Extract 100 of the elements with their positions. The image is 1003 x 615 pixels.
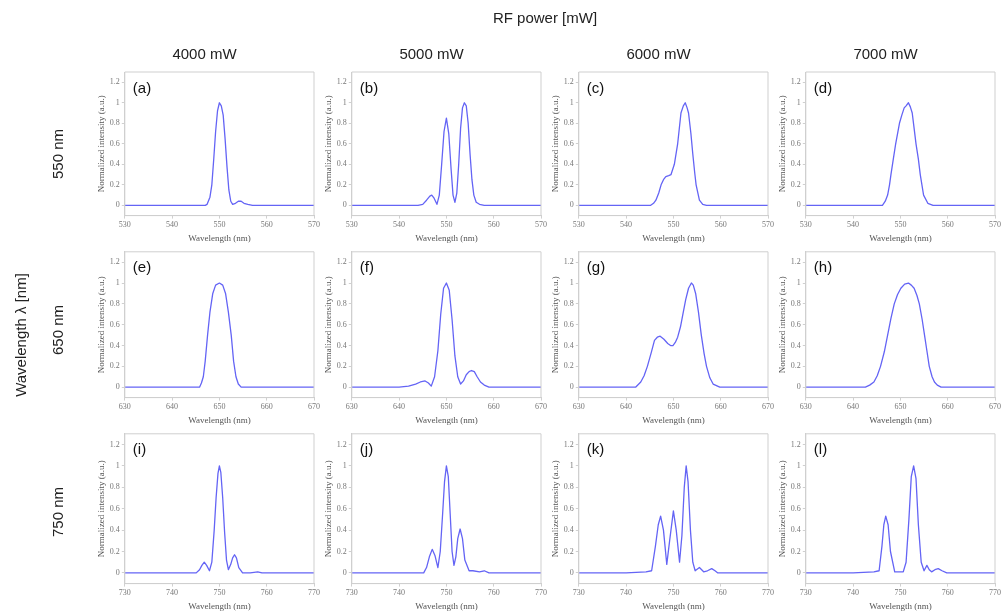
x-tick-label: 560 (714, 220, 727, 230)
annotation: (j) (359, 440, 374, 458)
y-tick-label: 0.6 (790, 138, 801, 148)
y-tick-label: 0.4 (336, 340, 347, 350)
x-tick-label: 550 (213, 220, 226, 230)
annotation: (k) (586, 440, 605, 458)
x-tick-label: 640 (847, 402, 860, 412)
text: 650 nm (48, 304, 66, 356)
y-tick-label: 0.2 (790, 179, 801, 189)
annotation: (a) (132, 78, 152, 96)
y-tick-label: 0 (796, 200, 801, 210)
x-tick-label: 570 (535, 220, 547, 230)
y-tick-label: 0.4 (336, 159, 347, 169)
y-tick-label: 0 (115, 567, 120, 577)
y-tick-label: 0.4 (563, 159, 574, 169)
x-tick-label: 740 (393, 588, 406, 598)
x-axis-title: Wavelength (nm) (188, 232, 251, 243)
y-tick-label: 0.4 (563, 525, 574, 535)
x-tick-label: 770 (535, 588, 547, 598)
y-axis-title: Normalized intensity (a.u.) (322, 95, 333, 193)
text: RF power [mW] (492, 8, 598, 26)
y-tick-label: 0.8 (563, 482, 574, 492)
x-tick-label: 670 (989, 402, 1001, 412)
x-tick-label: 660 (260, 402, 273, 412)
y-tick-label: 0.2 (563, 361, 574, 371)
x-tick-label: 540 (166, 220, 179, 230)
y-axis-title: Normalized intensity (a.u.) (95, 460, 106, 558)
y-axis-title: Normalized intensity (a.u.) (322, 276, 333, 374)
x-tick-label: 530 (345, 220, 358, 230)
y-tick-label: 0.2 (790, 361, 801, 371)
annotation: (d) (813, 78, 833, 96)
x-tick-label: 570 (989, 220, 1001, 230)
x-axis-title: Wavelength (nm) (869, 414, 932, 425)
x-tick-label: 540 (847, 220, 860, 230)
x-tick-label: 640 (166, 402, 179, 412)
x-tick-label: 530 (572, 220, 585, 230)
y-tick-label: 0.8 (336, 482, 347, 492)
y-tick-label: 0 (796, 567, 801, 577)
annotation: (i) (132, 440, 147, 458)
y-tick-label: 0.4 (109, 525, 120, 535)
x-tick-label: 560 (487, 220, 500, 230)
y-tick-label: 0.4 (109, 159, 120, 169)
y-tick-label: 0.2 (336, 179, 347, 189)
y-axis-title: Normalized intensity (a.u.) (322, 460, 333, 558)
annotation: (l) (813, 440, 828, 458)
y-tick-label: 0 (569, 200, 574, 210)
x-tick-label: 750 (213, 588, 226, 598)
y-tick-label: 0.8 (109, 482, 120, 492)
annotation: (b) (359, 78, 379, 96)
x-tick-label: 750 (667, 588, 680, 598)
x-tick-label: 730 (799, 588, 812, 598)
x-tick-label: 770 (762, 588, 774, 598)
x-axis-title: Wavelength (nm) (415, 600, 478, 611)
x-tick-label: 650 (213, 402, 226, 412)
y-axis-title: Normalized intensity (a.u.) (549, 95, 560, 193)
x-axis-title: Wavelength (nm) (415, 232, 478, 243)
x-tick-label: 550 (667, 220, 680, 230)
x-axis-title: Wavelength (nm) (869, 600, 932, 611)
x-tick-label: 540 (393, 220, 406, 230)
y-tick-label: 0 (569, 382, 574, 392)
y-tick-label: 1.2 (336, 257, 347, 267)
y-tick-label: 0.6 (336, 503, 347, 513)
y-tick-label: 0 (342, 200, 347, 210)
y-tick-label: 0.8 (790, 298, 801, 308)
y-tick-label: 1 (115, 460, 120, 470)
x-tick-label: 660 (714, 402, 727, 412)
x-tick-label: 670 (535, 402, 547, 412)
y-tick-label: 0.2 (109, 179, 120, 189)
text: 750 nm (48, 486, 66, 538)
x-tick-label: 740 (166, 588, 179, 598)
y-tick-label: 0 (342, 567, 347, 577)
x-tick-label: 650 (440, 402, 453, 412)
x-tick-label: 750 (440, 588, 453, 598)
annotation: (h) (813, 258, 833, 276)
x-tick-label: 660 (941, 402, 954, 412)
x-tick-label: 760 (714, 588, 727, 598)
x-tick-label: 550 (440, 220, 453, 230)
x-tick-label: 740 (620, 588, 633, 598)
x-tick-label: 740 (847, 588, 860, 598)
x-tick-label: 650 (894, 402, 907, 412)
y-axis-title: Normalized intensity (a.u.) (776, 95, 787, 193)
y-tick-label: 0 (115, 382, 120, 392)
y-tick-label: 1.2 (109, 439, 120, 449)
x-tick-label: 630 (799, 402, 812, 412)
y-tick-label: 0.2 (563, 179, 574, 189)
x-tick-label: 530 (799, 220, 812, 230)
x-axis-title: Wavelength (nm) (188, 414, 251, 425)
y-tick-label: 0.8 (790, 482, 801, 492)
x-axis-title: Wavelength (nm) (642, 232, 705, 243)
x-axis-title: Wavelength (nm) (415, 414, 478, 425)
y-tick-label: 1.2 (109, 77, 120, 87)
y-tick-label: 0.8 (109, 118, 120, 128)
x-tick-label: 760 (487, 588, 500, 598)
y-tick-label: 0 (796, 382, 801, 392)
annotation: (g) (586, 258, 606, 276)
x-tick-label: 560 (941, 220, 954, 230)
y-axis-title: Normalized intensity (a.u.) (549, 460, 560, 558)
y-tick-label: 1 (342, 278, 347, 288)
y-tick-label: 0.6 (563, 503, 574, 513)
x-axis-title: Wavelength (nm) (869, 232, 932, 243)
